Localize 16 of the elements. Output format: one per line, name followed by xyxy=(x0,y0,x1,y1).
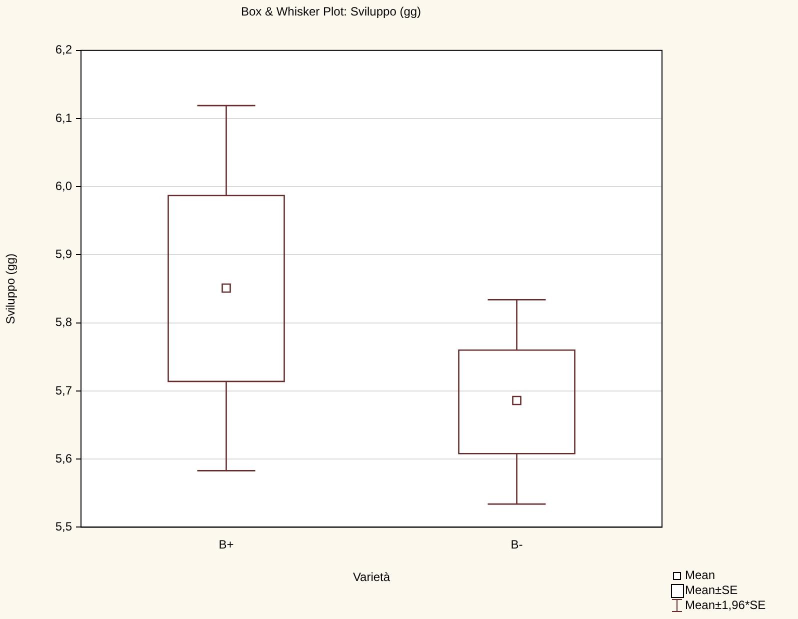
y-tick-label: 5,6 xyxy=(55,451,72,466)
y-tick-label: 6,2 xyxy=(55,42,72,57)
text: Mean±SE xyxy=(685,583,738,598)
y-tick-label: 5,9 xyxy=(55,247,72,262)
y-axis-title: Sviluppo (gg) xyxy=(4,253,18,324)
chart-title: Box & Whisker Plot: Sviluppo (gg) xyxy=(240,4,422,19)
y-tick-label: 5,7 xyxy=(55,383,72,398)
x-tick-label: B+ xyxy=(218,538,234,552)
x-tick-label: B- xyxy=(510,538,523,552)
y-tick-label: 5,5 xyxy=(55,520,72,534)
y-tick-label: 5,8 xyxy=(55,315,72,330)
y-tick-label: 6,1 xyxy=(55,110,72,125)
x-axis-title: Varietà xyxy=(352,570,390,584)
text: Mean xyxy=(685,568,716,583)
y-tick-label: 6,0 xyxy=(55,178,72,193)
text: Mean±1,96*SE xyxy=(685,598,766,613)
